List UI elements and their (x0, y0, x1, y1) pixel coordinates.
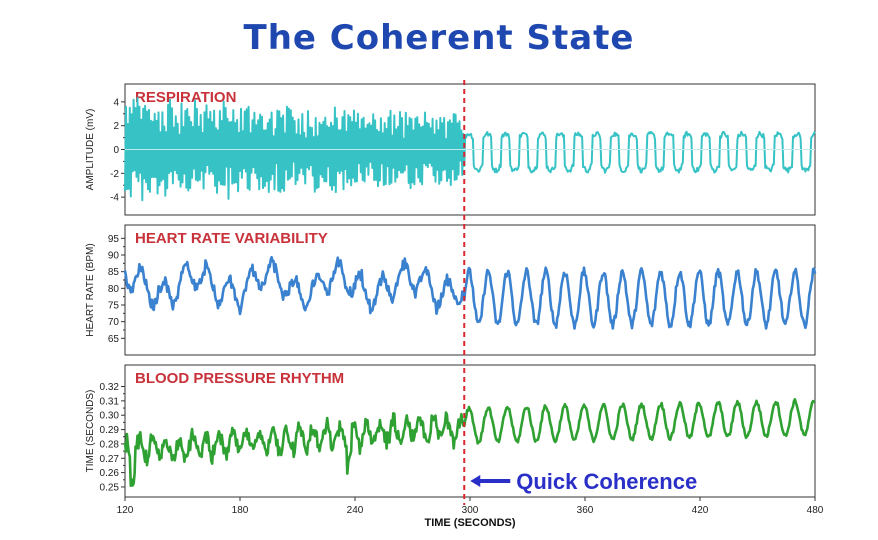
panel-hrv: 65 70 75 80 85 90 95 HEART RATE (BPM) HEART RATE… (85, 224, 817, 356)
panel-bp: 0.25 0.26 0.27 0.28 0.29 0.30 0.31 0.32 TIME (SE… (85, 364, 816, 498)
y-tick-label: 90 (108, 251, 120, 262)
series-line-bp (123, 397, 816, 488)
annotation: Quick Coherence (470, 469, 697, 494)
y-tick-label: 0.32 (100, 382, 120, 393)
x-tick-label: 300 (462, 505, 479, 516)
y-tick-label: 0.28 (100, 439, 120, 450)
x-axis-label: TIME (SECONDS) (424, 517, 515, 529)
x-tick-label: 480 (807, 505, 824, 516)
y-tick-label: 0.29 (100, 425, 120, 436)
annotation-label: Quick Coherence (516, 469, 697, 494)
x-tick-label: 360 (577, 505, 594, 516)
y-tick-label: -4 (110, 193, 119, 204)
panel-frame (124, 364, 816, 498)
panel-resp: -4 -2 0 2 4 AMPLITUDE (mV) RESPIRATION (85, 83, 816, 216)
panel-title: RESPIRATION (135, 89, 236, 106)
x-tick-label: 420 (692, 505, 709, 516)
y-tick-label: 85 (108, 267, 120, 278)
panel-title: BLOOD PRESSURE RHYTHM (135, 370, 344, 387)
y-tick-label: 0.30 (100, 411, 120, 422)
y-axis-label: HEART RATE (BPM) (85, 243, 96, 336)
y-tick-label: 75 (108, 301, 120, 312)
y-tick-label: 0 (113, 145, 119, 156)
x-tick-label: 120 (117, 505, 134, 516)
y-tick-label: 0.25 (100, 482, 120, 493)
left-arrow-icon (470, 475, 511, 487)
x-tick-label: 180 (232, 505, 249, 516)
y-tick-label: 4 (113, 97, 119, 108)
y-tick-label: 2 (113, 121, 119, 132)
y-tick-label: 0.26 (100, 468, 120, 479)
y-tick-label: -2 (110, 169, 119, 180)
chart-title: The Coherent State (243, 18, 635, 58)
y-tick-label: 70 (108, 317, 120, 328)
series-line-hrv (123, 255, 817, 330)
x-tick-label: 240 (347, 505, 364, 516)
y-tick-label: 95 (108, 234, 120, 245)
y-tick-label: 65 (108, 334, 120, 345)
y-axis-label: AMPLITUDE (mV) (85, 109, 96, 191)
y-tick-label: 0.27 (100, 454, 120, 465)
series-line-resp (124, 97, 816, 202)
y-tick-label: 0.31 (100, 396, 120, 407)
panel-title: HEART RATE VARIABILITY (135, 230, 328, 247)
y-tick-label: 80 (108, 284, 120, 295)
y-axis-label: TIME (SECONDS) (85, 390, 96, 473)
panel-frame (124, 224, 816, 356)
